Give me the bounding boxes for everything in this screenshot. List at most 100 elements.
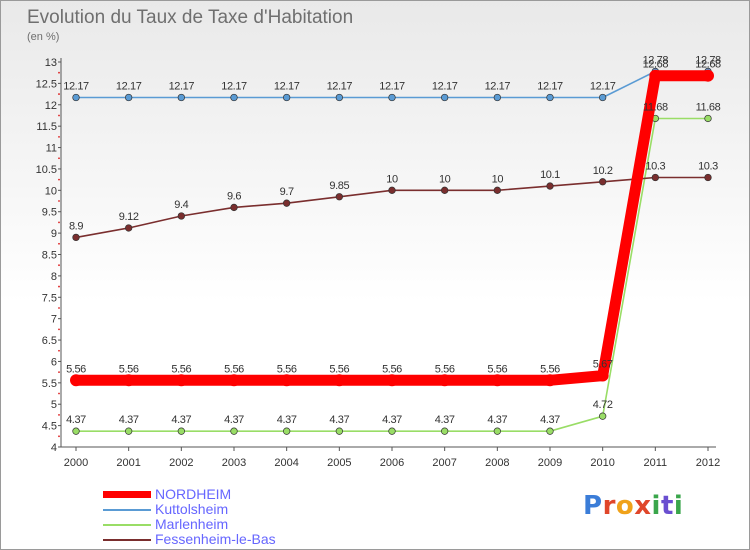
legend-swatch-marlenheim (103, 524, 151, 526)
logo-letter: i (651, 491, 661, 521)
data-label-fessenheim-le-bas: 8.9 (69, 220, 83, 232)
data-label-fessenheim-le-bas: 10 (492, 173, 504, 185)
data-label-nordheim: 5.56 (487, 363, 507, 375)
data-point-marlenheim (493, 427, 501, 435)
y-tick-label: 13 (45, 57, 57, 69)
data-point-marlenheim (283, 427, 291, 435)
data-point-kuttolsheim (230, 93, 238, 102)
legend-swatch-nordheim (103, 491, 151, 498)
data-point-kuttolsheim (125, 93, 133, 102)
data-point-marlenheim (599, 412, 607, 420)
data-label-fessenheim-le-bas: 10.2 (593, 165, 613, 177)
y-minor-tick (58, 414, 60, 416)
data-point-marlenheim (388, 427, 396, 435)
data-point-kuttolsheim (177, 93, 185, 102)
data-label-fessenheim-le-bas: 10.3 (645, 161, 665, 173)
data-point-kuttolsheim (72, 93, 80, 102)
data-label-marlenheim: 4.37 (277, 414, 297, 426)
y-tick-label: 9.5 (42, 207, 57, 219)
data-point-kuttolsheim (335, 93, 343, 102)
data-label-kuttolsheim: 12.17 (485, 81, 511, 93)
y-minor-tick (58, 371, 60, 374)
y-tick-label: 4.5 (42, 421, 57, 433)
x-tick-label: 2009 (538, 457, 562, 469)
x-tick-label: 2007 (432, 457, 456, 469)
legend-label-kuttolsheim: Kuttolsheim (155, 501, 229, 517)
x-tick-label: 2002 (169, 457, 193, 469)
data-point-fessenheim-le-bas (388, 186, 396, 194)
data-label-marlenheim: 4.37 (224, 414, 244, 426)
data-label-kuttolsheim: 12.78 (643, 54, 669, 66)
logo-letter: o (615, 491, 635, 521)
data-label-kuttolsheim: 12.17 (379, 81, 405, 93)
series-line-fessenheim-le-bas (75, 176, 709, 239)
data-label-nordheim: 12.68 (695, 59, 721, 71)
data-point-marlenheim (72, 427, 80, 435)
data-label-fessenheim-le-bas: 10.1 (540, 169, 560, 181)
y-tick-label: 5 (51, 399, 57, 411)
y-minor-tick (58, 93, 60, 95)
y-minor-tick (58, 221, 60, 224)
data-label-kuttolsheim: 12.17 (274, 81, 300, 93)
data-point-nordheim (70, 374, 82, 387)
data-point-nordheim (438, 374, 451, 387)
logo-letter: i (673, 491, 684, 521)
chart-subtitle: (en %) (27, 31, 60, 43)
data-point-fessenheim-le-bas (72, 233, 80, 242)
data-label-marlenheim: 4.72 (593, 399, 613, 411)
y-minor-tick (58, 157, 60, 160)
data-label-kuttolsheim: 12.78 (695, 54, 721, 66)
data-label-marlenheim: 4.37 (382, 414, 402, 426)
data-label-kuttolsheim: 12.17 (537, 81, 563, 93)
data-point-nordheim (280, 374, 293, 387)
proxiti-logo: Proxiti (583, 491, 683, 521)
data-point-fessenheim-le-bas (441, 186, 449, 194)
data-label-nordheim: 5.56 (171, 363, 191, 375)
data-point-nordheim (702, 69, 714, 82)
data-label-nordheim: 5.56 (435, 363, 455, 375)
data-label-nordheim: 5.56 (224, 363, 244, 375)
x-tick-label: 2005 (327, 457, 351, 469)
data-point-marlenheim (230, 427, 238, 435)
data-label-marlenheim: 4.37 (171, 414, 191, 426)
data-point-marlenheim (546, 427, 554, 435)
data-point-marlenheim (125, 427, 133, 435)
y-tick-label: 10.5 (36, 164, 57, 176)
y-minor-tick (58, 392, 60, 395)
data-point-nordheim (175, 374, 188, 387)
data-label-marlenheim: 4.37 (119, 414, 139, 426)
data-point-kuttolsheim (441, 93, 449, 102)
x-tick-label: 2006 (380, 457, 404, 469)
data-label-fessenheim-le-bas: 10.3 (698, 161, 718, 173)
data-label-nordheim: 5.56 (329, 363, 349, 375)
data-point-fessenheim-le-bas (493, 186, 501, 194)
data-point-fessenheim-le-bas (704, 173, 712, 182)
y-tick-label: 6 (51, 356, 57, 368)
chart-title: Evolution du Taux de Taxe d'Habitation (27, 7, 354, 28)
chart-legend: NORDHEIM Kuttolsheim Marlenheim Fessenhe… (103, 487, 323, 547)
data-label-marlenheim: 4.37 (540, 414, 560, 426)
legend-label-fessenheim-le-bas: Fessenheim-le-Bas (155, 531, 276, 547)
data-point-kuttolsheim (493, 93, 501, 102)
data-label-kuttolsheim: 12.17 (327, 81, 353, 93)
legend-item-marlenheim: Marlenheim (103, 517, 323, 532)
y-tick-label: 7 (51, 314, 57, 326)
x-tick-label: 2012 (696, 457, 720, 469)
data-point-fessenheim-le-bas (230, 203, 238, 212)
legend-item-kuttolsheim: Kuttolsheim (103, 502, 323, 517)
x-tick-label: 2001 (116, 457, 140, 469)
x-tick-label: 2010 (590, 457, 614, 469)
series-line-nordheim (70, 70, 714, 386)
y-tick-label: 7.5 (42, 292, 57, 304)
data-point-fessenheim-le-bas (599, 178, 607, 186)
x-tick-label: 2011 (644, 457, 668, 469)
data-label-fessenheim-le-bas: 10 (386, 173, 398, 185)
data-label-marlenheim: 4.37 (487, 414, 507, 426)
y-tick-label: 8.5 (42, 250, 57, 262)
data-label-nordheim: 5.56 (540, 363, 560, 375)
data-label-nordheim: 5.56 (277, 363, 297, 375)
y-minor-tick (58, 200, 60, 202)
data-label-marlenheim: 4.37 (435, 414, 455, 426)
data-point-marlenheim (177, 427, 185, 435)
